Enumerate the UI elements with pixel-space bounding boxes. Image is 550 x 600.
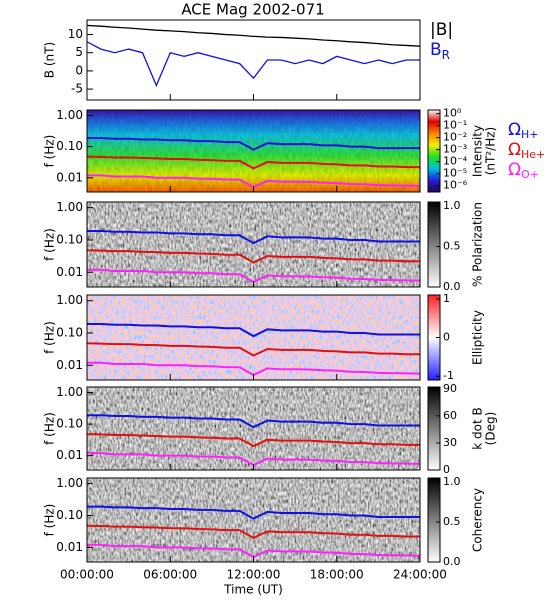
y-tick-label: 1.00 <box>56 200 83 214</box>
colorbar-tick-label: 0 <box>443 463 450 476</box>
y-tick-label: 0.01 <box>56 448 83 462</box>
gyrofrequency-line <box>87 322 420 338</box>
y-tick-label: 0.10 <box>56 139 83 153</box>
y-tick-label: 0.01 <box>56 265 83 279</box>
chart-title: ACE Mag 2002-071 <box>181 1 324 19</box>
gyrofrequency-line <box>87 249 420 264</box>
colorbar-tick-label: 10⁻³ <box>443 143 467 156</box>
spectrogram <box>87 202 420 287</box>
colorbar-tick-label: 0.0 <box>443 280 461 293</box>
gyrofrequency-line <box>87 505 420 520</box>
colorbar-tick-label: 0.5 <box>443 515 461 528</box>
spectrogram-texture <box>87 110 420 192</box>
legend-sub: O+ <box>521 168 539 181</box>
colorbar <box>427 109 441 193</box>
colorbar-tick-label: 60 <box>443 409 457 422</box>
gyrofrequency-line <box>87 414 420 429</box>
y-tick-label: 10 <box>68 27 83 41</box>
colorbar-label: % Polarization <box>471 202 485 287</box>
spectrogram <box>87 387 420 470</box>
colorbar-tick-label: 0.0 <box>443 555 461 568</box>
legend-label: ΩH+ <box>508 120 539 141</box>
x-tick-label: 24:00:00 <box>393 568 447 582</box>
x-tick-label: 06:00:00 <box>143 568 197 582</box>
y-axis-label: f (Hz) <box>43 504 57 537</box>
y-tick-label: 1.00 <box>56 293 83 307</box>
y-axis-label: f (Hz) <box>43 228 57 261</box>
legend-label: ΩO+ <box>508 160 539 181</box>
colorbar-tick-label: 1.0 <box>443 475 461 488</box>
colorbar <box>427 386 441 471</box>
line <box>87 24 420 47</box>
y-tick-label: 5 <box>75 45 83 59</box>
gyrofrequency-line <box>87 433 420 448</box>
colorbar-tick-label: 10⁻¹ <box>443 119 467 132</box>
y-tick-label: 1.00 <box>56 108 83 122</box>
y-tick-label: 0.10 <box>56 325 83 339</box>
legend-label: BR <box>430 40 450 62</box>
colorbar-tick-label: 10⁻⁴ <box>443 155 468 168</box>
gyrofrequency-line <box>87 229 420 245</box>
colorbar-tick-label: 0 <box>443 331 450 344</box>
x-tick-label: 18:00:00 <box>310 568 364 582</box>
colorbar-tick-label: 1.0 <box>443 199 461 212</box>
y-tick-label: 1.00 <box>56 476 83 490</box>
y-axis-label: f (Hz) <box>43 321 57 354</box>
x-tick-label: 12:00:00 <box>227 568 281 582</box>
colorbar-label: Intensity <box>471 125 485 177</box>
colorbar <box>427 201 441 288</box>
spectrogram <box>87 478 420 562</box>
y-tick-label: 0.10 <box>56 508 83 522</box>
line <box>87 41 420 88</box>
colorbar-tick-label: 1 <box>443 292 450 305</box>
x-tick-label: 00:00:00 <box>60 568 114 582</box>
colorbar-tick-label: 90 <box>443 382 457 395</box>
y-tick-label: 0.01 <box>56 170 83 184</box>
colorbar-tick-label: -1 <box>443 369 454 382</box>
y-axis-label: f (Hz) <box>43 412 57 445</box>
colorbar-tick-label: 0.5 <box>443 240 461 253</box>
legend-label: ΩHe+ <box>508 140 545 161</box>
colorbar-tick-label: 10⁻² <box>443 131 467 144</box>
colorbar-tick-label: 30 <box>443 436 457 449</box>
gyrofrequency-line <box>87 155 420 170</box>
colorbar-label: (nT²/Hz) <box>484 127 498 175</box>
y-axis-label: B (nT) <box>43 42 57 78</box>
y-tick-label: -5 <box>71 82 83 96</box>
y-tick-label: 0.10 <box>56 232 83 246</box>
y-tick-label: 1.00 <box>56 385 83 399</box>
legend-label: |B| <box>430 20 453 40</box>
y-tick-label: 0.01 <box>56 358 83 372</box>
y-axis-label: f (Hz) <box>43 135 57 168</box>
gyrofrequency-line <box>87 342 420 357</box>
gyrofrequency-line <box>87 136 420 151</box>
y-tick-label: 0 <box>75 63 83 77</box>
colorbar-label: Ellipticity <box>471 310 485 365</box>
spectrogram <box>87 295 420 380</box>
colorbar-tick-label: 10⁻⁵ <box>443 167 467 180</box>
y-tick-label: 0.10 <box>56 417 83 431</box>
legend-sub: He+ <box>521 148 545 161</box>
colorbar-tick-label: 10⁰ <box>443 107 462 120</box>
legend-sub: R <box>442 48 450 62</box>
colorbar-label: (Deg) <box>484 412 498 446</box>
legend-sub: H+ <box>521 128 539 141</box>
x-axis-label: Time (UT) <box>223 583 283 597</box>
plot-frame <box>86 19 421 101</box>
colorbar-label: Coherency <box>471 488 485 552</box>
gyrofrequency-line <box>87 524 420 539</box>
colorbar-label: k dot B <box>471 407 485 449</box>
y-tick-label: 0.01 <box>56 540 83 554</box>
colorbar <box>427 477 441 563</box>
colorbar-tick-label: 10⁻⁶ <box>443 179 468 192</box>
